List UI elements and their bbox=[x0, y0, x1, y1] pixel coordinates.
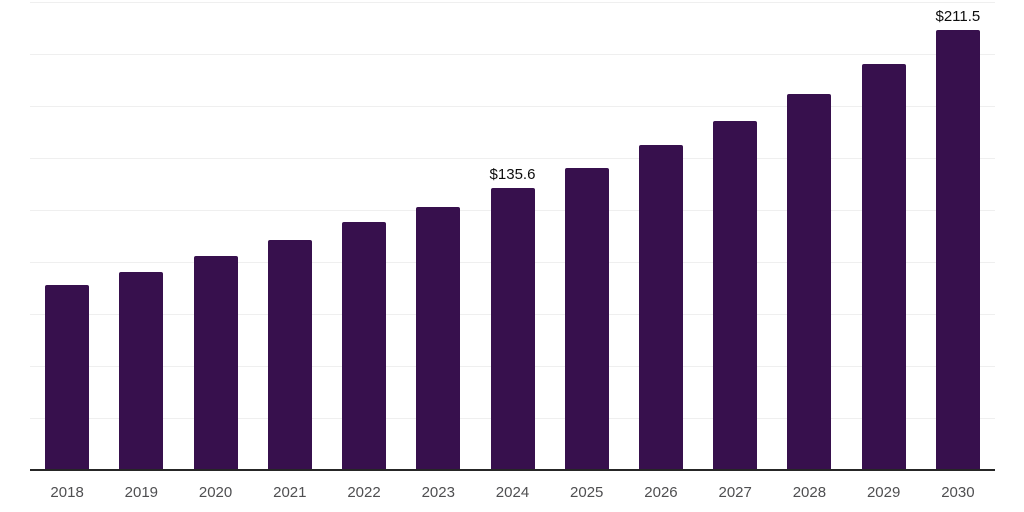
x-tick-label-2020: 2020 bbox=[198, 484, 233, 501]
bar-2018 bbox=[45, 285, 90, 470]
bar-2019 bbox=[119, 271, 164, 470]
x-tick-label-2019: 2019 bbox=[124, 484, 159, 501]
x-tick-label-2022: 2022 bbox=[347, 484, 381, 501]
bar-2020 bbox=[193, 256, 238, 470]
gridline-150 bbox=[30, 158, 995, 159]
x-tick-label-2018: 2018 bbox=[50, 484, 84, 501]
bar-2025 bbox=[564, 168, 609, 470]
gridline-225 bbox=[30, 2, 995, 3]
x-tick-label-2030: 2030 bbox=[941, 484, 975, 501]
bar-2026 bbox=[638, 145, 683, 470]
x-tick-label-2025: 2025 bbox=[570, 484, 604, 501]
x-tick-label-2028: 2028 bbox=[792, 484, 827, 501]
x-tick-label-2026: 2026 bbox=[644, 484, 678, 501]
x-tick-label-2023: 2023 bbox=[421, 484, 455, 501]
x-axis-line bbox=[30, 469, 995, 471]
bar-2024 bbox=[490, 187, 535, 470]
bar-2029 bbox=[861, 63, 906, 470]
bar-2021 bbox=[267, 240, 312, 470]
value-label-2024: $135.6 bbox=[489, 165, 536, 183]
x-tick-label-2029: 2029 bbox=[866, 484, 901, 501]
bar-2023 bbox=[416, 206, 461, 470]
value-label-2030: $211.5 bbox=[935, 8, 981, 26]
bar-2027 bbox=[713, 120, 758, 470]
bar-2030 bbox=[935, 30, 980, 470]
gridline-175 bbox=[30, 106, 995, 107]
x-tick-label-2021: 2021 bbox=[273, 484, 307, 501]
x-tick-label-2027: 2027 bbox=[718, 484, 752, 501]
bar-2028 bbox=[787, 93, 832, 470]
gridline-200 bbox=[30, 54, 995, 55]
x-tick-label-2024: 2024 bbox=[495, 484, 530, 501]
bar-2022 bbox=[342, 222, 387, 470]
